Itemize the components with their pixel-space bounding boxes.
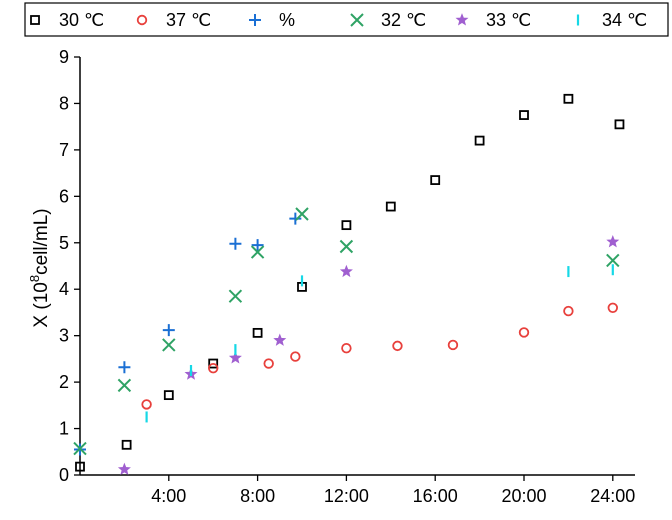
series-4 — [73, 207, 620, 456]
data-point — [563, 305, 574, 317]
legend-label: 33 ℃ — [486, 10, 531, 30]
legend: 30 ℃ 37 ℃% 32 ℃ 33 ℃ 34 ℃ — [24, 2, 669, 37]
legend-marker — [455, 13, 469, 26]
legend-item: 32 ℃ — [350, 10, 426, 30]
y-axis-title: X (108cell/mL) — [27, 208, 52, 327]
data-point — [73, 441, 87, 456]
data-point — [295, 207, 309, 221]
data-point — [341, 220, 352, 231]
y-axis-title-rest: cell/mL) — [31, 208, 52, 275]
data-point — [563, 93, 574, 104]
series-2 — [141, 302, 619, 410]
data-point — [341, 343, 352, 354]
data-point — [228, 351, 242, 364]
data-point — [121, 439, 132, 450]
data-point — [207, 362, 219, 374]
x-tick-label: 12:00 — [324, 486, 369, 506]
data-point — [339, 239, 354, 254]
legend-marker — [249, 14, 261, 26]
x-tick-label: 24:00 — [590, 486, 635, 506]
data-point — [289, 212, 302, 225]
data-point — [518, 327, 530, 338]
y-tick-label: 2 — [59, 372, 69, 392]
legend-marker — [136, 14, 148, 26]
data-point — [228, 289, 243, 303]
legend-label: 30 ℃ — [59, 10, 104, 30]
y-tick-label: 4 — [59, 279, 69, 299]
legend-item: % — [249, 10, 295, 30]
legend-box — [24, 2, 669, 37]
data-point — [273, 333, 287, 346]
data-point — [430, 175, 441, 185]
data-point — [252, 327, 263, 338]
legend-item: 30 ℃ — [30, 10, 104, 30]
data-point — [229, 237, 242, 250]
data-point — [385, 201, 396, 212]
series-6 — [145, 264, 614, 423]
series-5 — [117, 235, 620, 475]
legend-item: 34 ℃ — [576, 10, 647, 30]
data-point — [163, 390, 174, 401]
series-3 — [74, 212, 302, 456]
data-point — [141, 399, 152, 410]
data-marks — [73, 93, 625, 475]
y-tick-label: 1 — [59, 419, 69, 439]
data-point — [392, 340, 403, 352]
data-point — [162, 324, 175, 337]
legend-item: 37 ℃ — [136, 10, 211, 30]
legend-label: 32 ℃ — [381, 10, 426, 30]
legend-marker — [350, 13, 364, 27]
x-tick-label: 4:00 — [151, 486, 186, 506]
y-tick-label: 9 — [59, 47, 69, 67]
data-point — [117, 378, 132, 393]
data-point — [607, 302, 619, 314]
y-axis-title-main: X (10 — [31, 282, 52, 327]
y-tick-label: 6 — [59, 186, 69, 206]
data-point — [447, 339, 459, 351]
data-point — [606, 253, 620, 268]
y-tick-label: 7 — [59, 140, 69, 160]
data-point — [117, 462, 131, 475]
data-point — [118, 361, 131, 374]
data-point — [519, 110, 529, 120]
data-point — [606, 235, 620, 248]
series-1 — [75, 93, 625, 472]
x-tick-label: 20:00 — [501, 486, 546, 506]
data-point — [162, 338, 176, 352]
data-point — [290, 351, 301, 362]
legend-label: % — [279, 10, 295, 30]
y-tick-label: 3 — [59, 326, 69, 346]
data-point — [250, 245, 265, 259]
x-tick-label: 16:00 — [413, 486, 458, 506]
legend-label: 37 ℃ — [166, 10, 211, 30]
y-tick-label: 8 — [59, 93, 69, 113]
data-point — [75, 461, 85, 472]
data-point — [263, 358, 274, 369]
legend-item: 33 ℃ — [455, 10, 531, 30]
data-point — [208, 358, 219, 369]
y-tick-label: 5 — [59, 233, 69, 253]
legend-label: 34 ℃ — [602, 10, 647, 30]
legend-marker — [30, 15, 40, 25]
axes: 0 1 2 3 4 5 6 7 8 9 4:00 8:00 12:00 16:00 20:00 24:00 — [59, 47, 635, 506]
data-point — [474, 135, 485, 146]
x-tick-label: 8:00 — [240, 486, 275, 506]
y-axis-title-sup: 8 — [27, 275, 42, 282]
y-tick-label: 0 — [59, 465, 69, 485]
data-point — [251, 239, 264, 252]
data-point — [339, 264, 353, 278]
data-point — [614, 119, 625, 130]
